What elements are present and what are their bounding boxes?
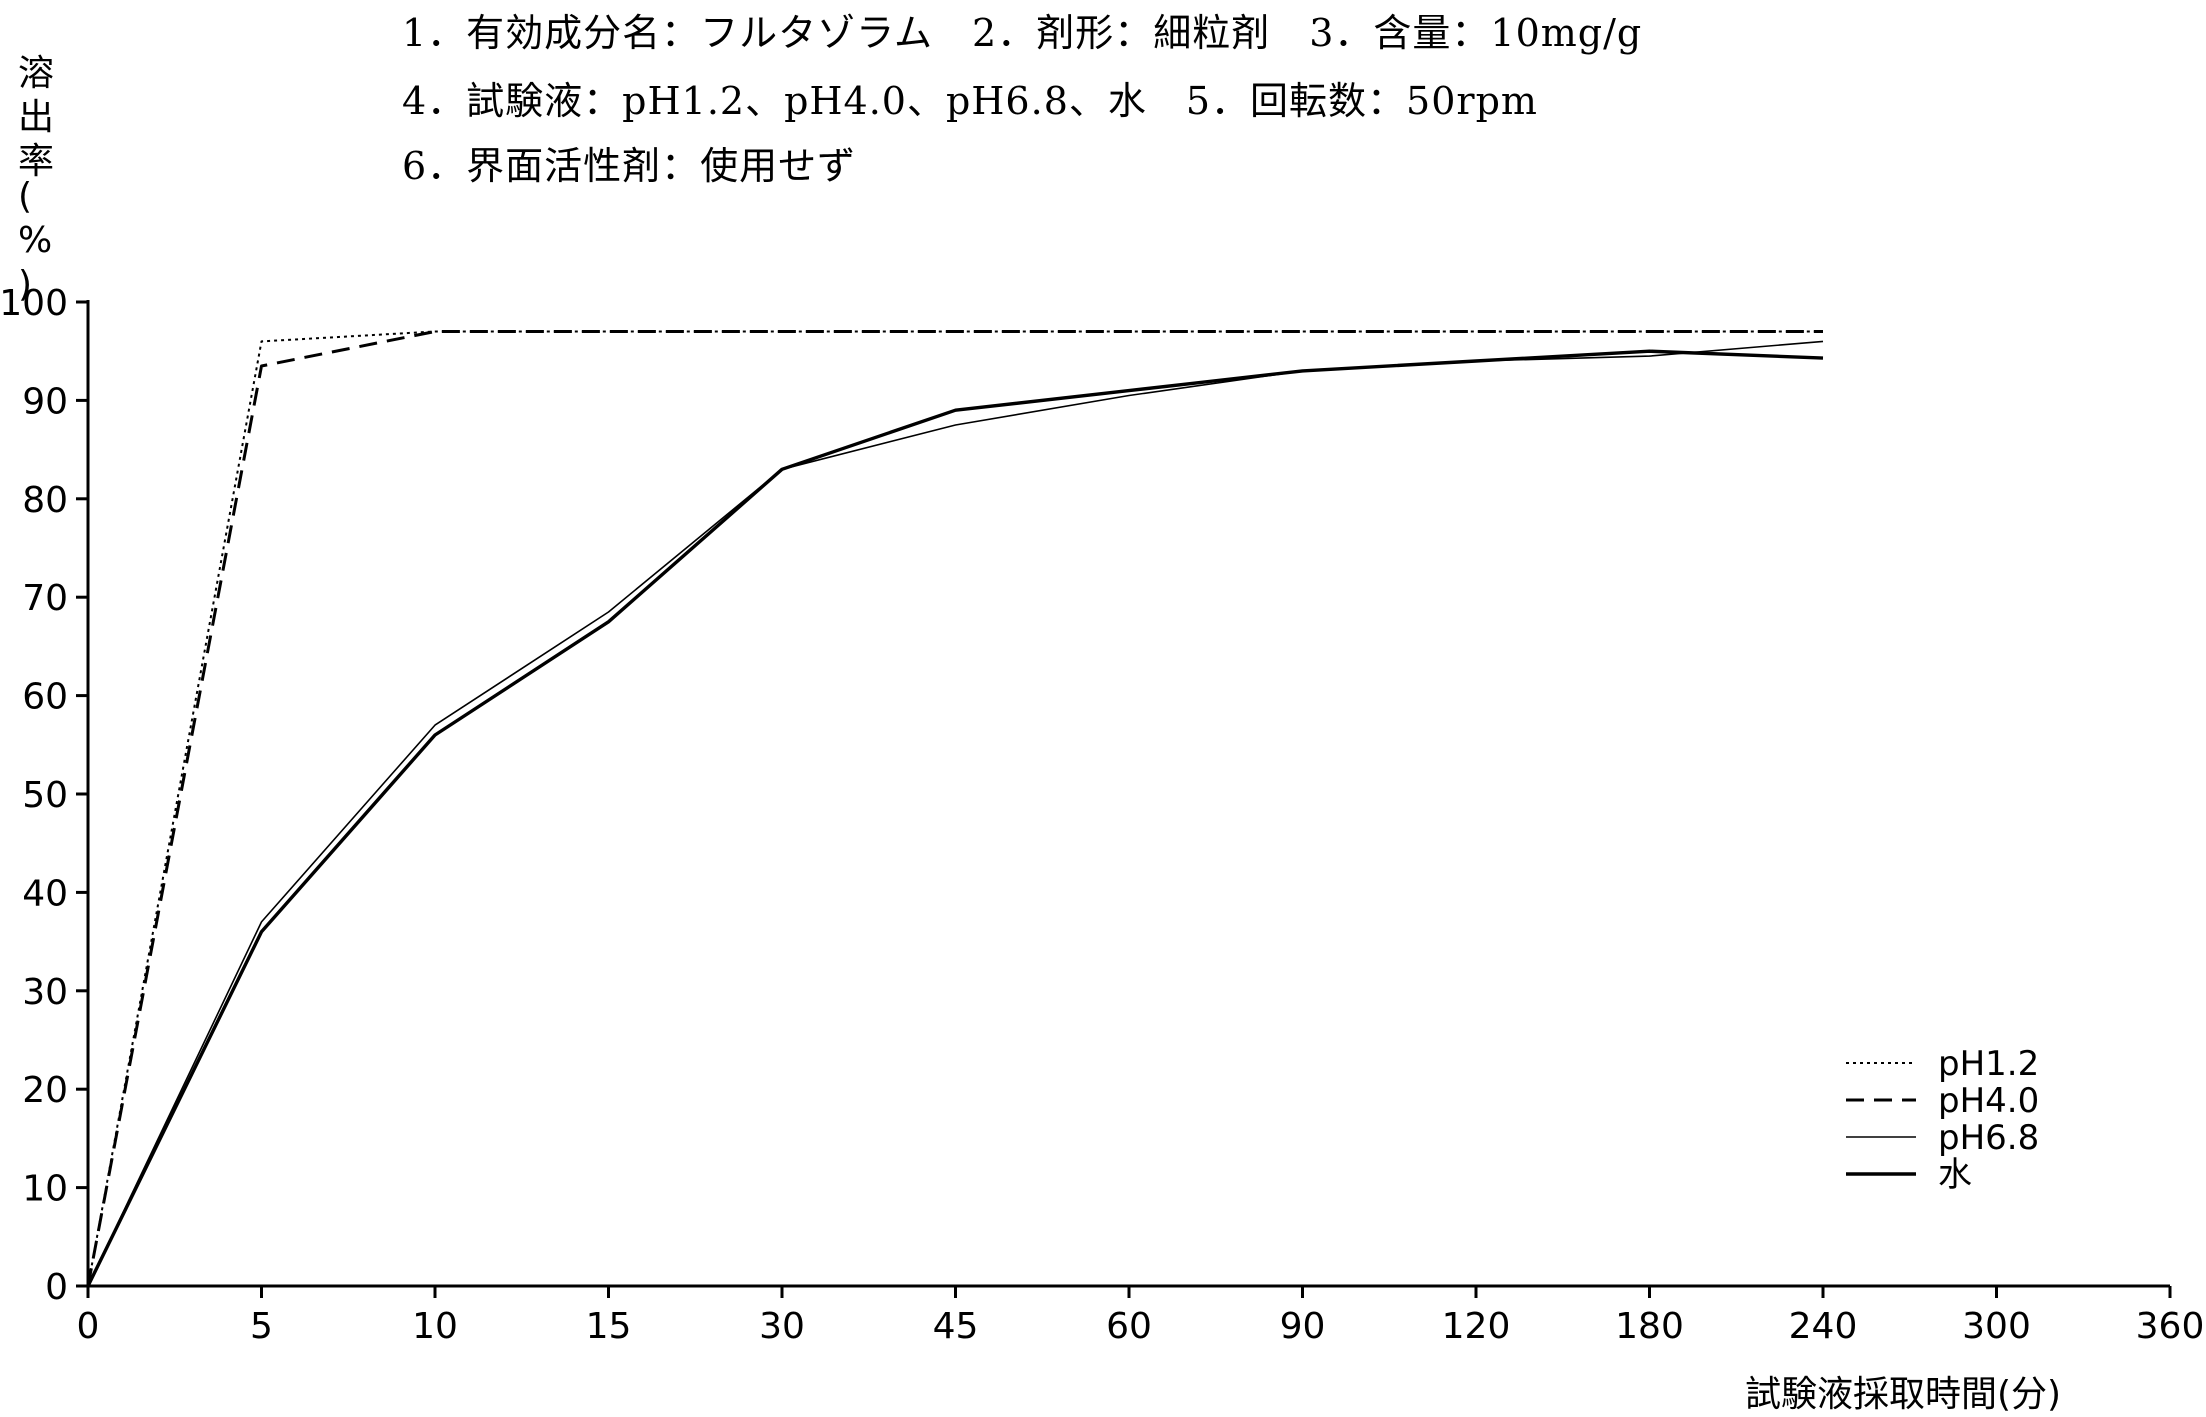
y-tick-label: 20 bbox=[22, 1070, 68, 1111]
y-tick-label: 80 bbox=[22, 480, 68, 521]
y-axis-label-char: 出 bbox=[18, 97, 55, 138]
x-tick-label: 360 bbox=[2136, 1306, 2205, 1347]
legend-label: 水 bbox=[1938, 1155, 1972, 1195]
legend-label: pH1.2 bbox=[1938, 1044, 2039, 1084]
info-line-2: 4．試験液：pH1.2、pH4.0、pH6.8、水 5．回転数：50rpm bbox=[402, 79, 1538, 123]
y-tick-label: 40 bbox=[22, 873, 68, 914]
info-line-1: 1．有効成分名：フルタゾラム 2．剤形：細粒剤 3．含量：10mg/g bbox=[402, 11, 1643, 55]
x-tick-label: 15 bbox=[586, 1306, 632, 1347]
series-layer bbox=[86, 330, 1824, 1287]
x-tick-label: 240 bbox=[1789, 1306, 1858, 1347]
x-tick-label: 30 bbox=[759, 1306, 805, 1347]
x-tick-label: 120 bbox=[1442, 1306, 1511, 1347]
y-tick-label: 70 bbox=[22, 578, 68, 619]
x-tick-label: 180 bbox=[1615, 1306, 1684, 1347]
x-tick-label: 45 bbox=[933, 1306, 979, 1347]
y-tick-label: 90 bbox=[22, 381, 68, 422]
x-tick-label: 0 bbox=[77, 1306, 100, 1347]
x-axis-label: 試験液採取時間(分) bbox=[1745, 1374, 2062, 1415]
info-line-3: 6．界面活性剤：使用せず bbox=[402, 144, 857, 188]
y-axis-label-char: 溶 bbox=[18, 53, 55, 94]
ticks: 0 10 20 30 40 50 60 70 80 90 100 0 5 10 15 30 45 60 90 120 1… bbox=[0, 283, 2204, 1347]
series-line-水 bbox=[86, 349, 1824, 1287]
y-tick-label: 100 bbox=[0, 283, 68, 324]
series-line-pH6.8 bbox=[87, 340, 1824, 1287]
series-line-pH1.2 bbox=[87, 330, 1823, 1287]
y-axis-label-char: ( bbox=[18, 176, 33, 217]
y-tick-label: 50 bbox=[22, 775, 68, 816]
y-axis-label-char: ) bbox=[18, 264, 33, 305]
legend-label: pH6.8 bbox=[1938, 1118, 2039, 1158]
y-tick-label: 60 bbox=[22, 677, 68, 718]
y-axis-label-char: 率 bbox=[18, 141, 55, 182]
x-tick-label: 10 bbox=[412, 1306, 458, 1347]
x-tick-label: 5 bbox=[250, 1306, 273, 1347]
x-tick-label: 300 bbox=[1962, 1306, 2031, 1347]
y-axis-label-char: % bbox=[18, 220, 53, 261]
y-tick-label: 30 bbox=[22, 972, 68, 1013]
x-tick-label: 90 bbox=[1280, 1306, 1326, 1347]
y-tick-label: 0 bbox=[45, 1267, 68, 1308]
legend-label: pH4.0 bbox=[1938, 1081, 2039, 1121]
x-tick-label: 60 bbox=[1106, 1306, 1152, 1347]
axes bbox=[86, 300, 2170, 1288]
y-tick-label: 10 bbox=[22, 1169, 68, 1210]
series-line-pH4.0 bbox=[86, 330, 1823, 1287]
